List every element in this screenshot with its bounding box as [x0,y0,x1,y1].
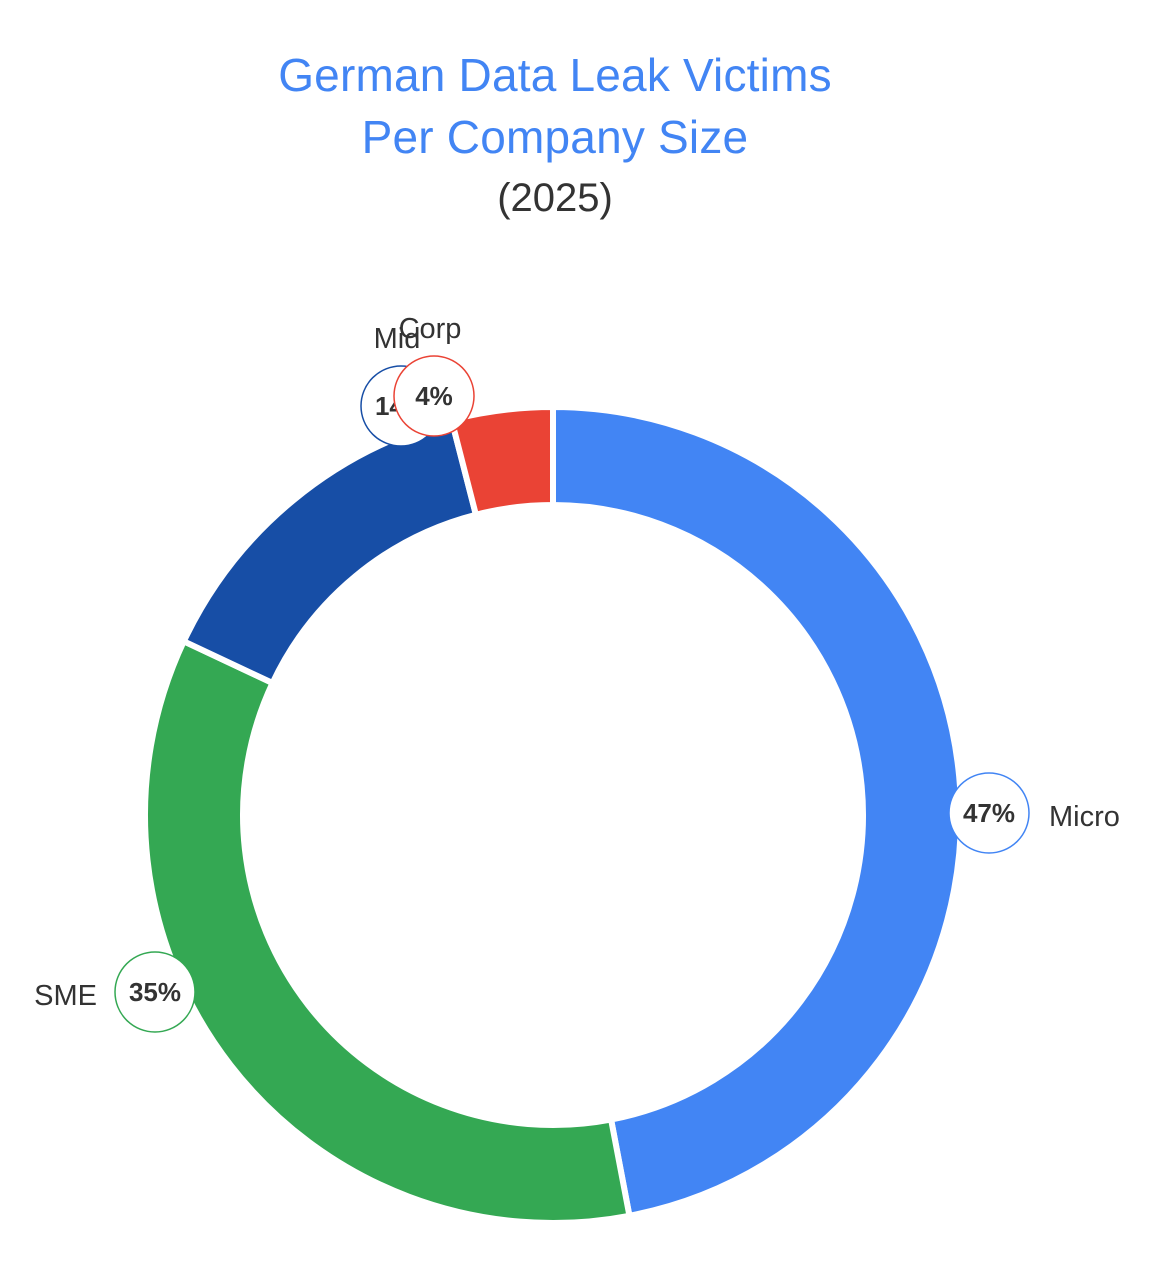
chart-title-line-1: German Data Leak Victims [278,49,832,101]
slice-micro [550,403,964,1220]
category-label-sme: SME [34,980,97,1012]
pct-bubble-sme [114,951,196,1033]
pct-label-micro: 47% [963,798,1015,828]
slice-sme [142,637,633,1226]
category-label-mid: Mid [374,323,421,355]
slice-corp [447,403,556,519]
donut-slices [142,403,964,1226]
category-label-corp: Corp [399,313,462,345]
pct-label-sme: 35% [129,977,181,1007]
category-label-micro: Micro [1049,801,1120,833]
chart-title-line-2: Per Company Size [361,111,749,163]
slice-mid [179,416,480,687]
chart-title-block: German Data Leak Victims Per Company Siz… [0,44,1110,226]
pct-label-corp: 4% [415,381,453,411]
pct-bubble-micro [948,772,1030,854]
chart-subtitle: (2025) [497,176,613,220]
pct-bubble-corp [393,355,475,437]
